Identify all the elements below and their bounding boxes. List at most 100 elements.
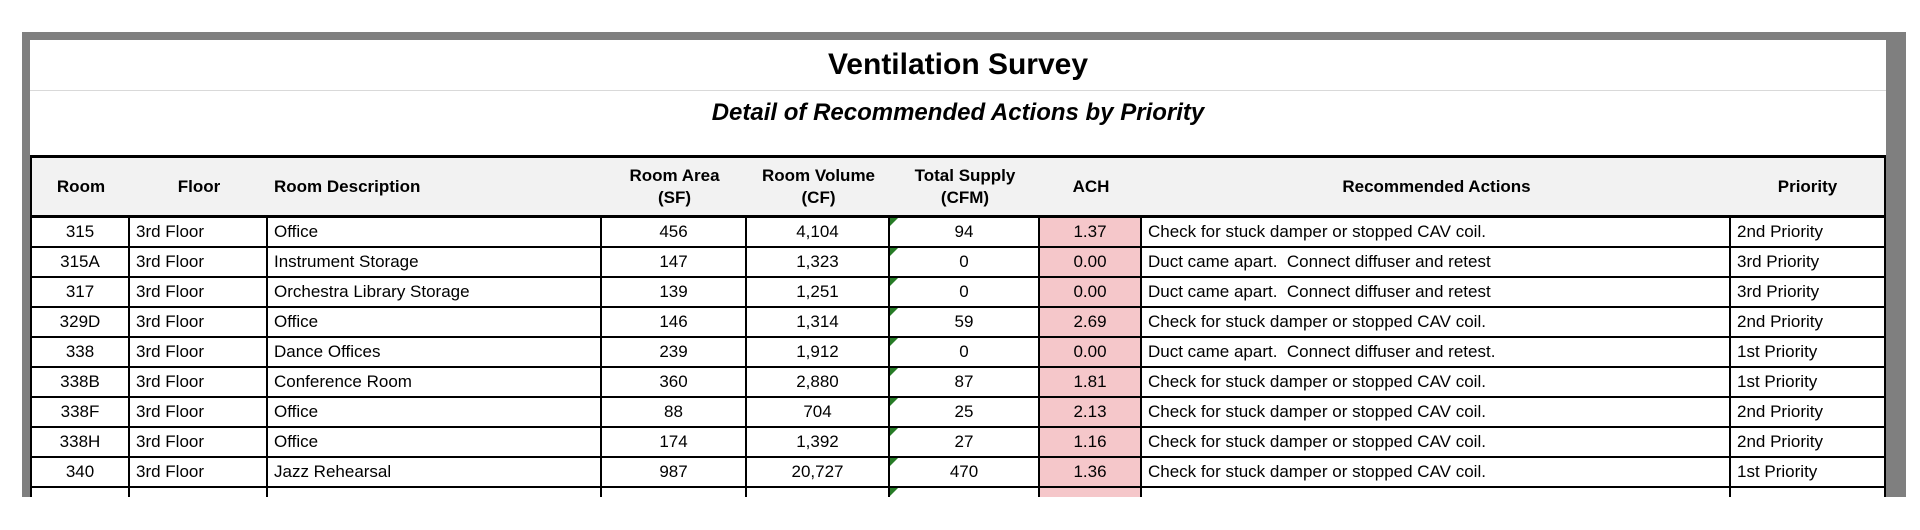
cell-area[interactable]: 174 [602, 428, 747, 456]
cell-description[interactable] [268, 488, 602, 497]
cell-area[interactable]: 147 [602, 248, 747, 276]
cell-room[interactable] [32, 488, 130, 497]
cell-description[interactable]: Conference Room [268, 368, 602, 396]
cell-volume[interactable]: 20,727 [747, 458, 890, 486]
cell-actions[interactable]: Check for stuck damper or stopped CAV co… [1142, 398, 1731, 426]
cell-supply[interactable]: 0 [890, 278, 1040, 306]
cell-ach[interactable]: 1.16 [1040, 428, 1142, 456]
cell-floor[interactable]: 3rd Floor [130, 338, 268, 366]
cell-priority[interactable]: 2nd Priority [1731, 218, 1884, 246]
cell-area[interactable]: 987 [602, 458, 747, 486]
cell-ach[interactable]: 2.69 [1040, 308, 1142, 336]
cell-room[interactable]: 338 [32, 338, 130, 366]
cell-priority[interactable]: 2nd Priority [1731, 398, 1884, 426]
cell-description[interactable]: Office [268, 218, 602, 246]
cell-volume[interactable]: 704 [747, 398, 890, 426]
cell-priority[interactable] [1731, 488, 1884, 497]
cell-supply[interactable]: 27 [890, 428, 1040, 456]
cell-ach[interactable]: 0.00 [1040, 278, 1142, 306]
cell-volume[interactable]: 1,314 [747, 308, 890, 336]
cell-supply[interactable]: 59 [890, 308, 1040, 336]
column-header-volume[interactable]: Room Volume (CF) [747, 158, 890, 215]
cell-description[interactable]: Office [268, 428, 602, 456]
cell-volume[interactable]: 4,104 [747, 218, 890, 246]
cell-actions[interactable]: Check for stuck damper or stopped CAV co… [1142, 428, 1731, 456]
cell-priority[interactable]: 3rd Priority [1731, 278, 1884, 306]
cell-floor[interactable] [130, 488, 268, 497]
cell-supply[interactable]: 0 [890, 338, 1040, 366]
cell-actions[interactable]: Duct came apart. Connect diffuser and re… [1142, 278, 1731, 306]
cell-volume[interactable] [747, 488, 890, 497]
cell-priority[interactable]: 2nd Priority [1731, 428, 1884, 456]
cell-room[interactable]: 315A [32, 248, 130, 276]
cell-ach[interactable]: 2.13 [1040, 398, 1142, 426]
cell-floor[interactable]: 3rd Floor [130, 458, 268, 486]
cell-ach[interactable] [1040, 488, 1142, 497]
cell-floor[interactable]: 3rd Floor [130, 368, 268, 396]
cell-description[interactable]: Jazz Rehearsal [268, 458, 602, 486]
cell-actions[interactable]: Duct came apart. Connect diffuser and re… [1142, 338, 1731, 366]
cell-floor[interactable]: 3rd Floor [130, 248, 268, 276]
error-indicator-icon[interactable] [890, 398, 898, 406]
cell-actions[interactable]: Check for stuck damper or stopped CAV co… [1142, 368, 1731, 396]
cell-supply[interactable]: 25 [890, 398, 1040, 426]
cell-volume[interactable]: 1,251 [747, 278, 890, 306]
cell-description[interactable]: Office [268, 398, 602, 426]
cell-supply[interactable]: 0 [890, 248, 1040, 276]
cell-room[interactable]: 338F [32, 398, 130, 426]
error-indicator-icon[interactable] [890, 248, 898, 256]
cell-ach[interactable]: 1.37 [1040, 218, 1142, 246]
cell-ach[interactable]: 1.36 [1040, 458, 1142, 486]
cell-volume[interactable]: 1,392 [747, 428, 890, 456]
column-header-priority[interactable]: Priority [1731, 158, 1884, 215]
cell-room[interactable]: 315 [32, 218, 130, 246]
cell-area[interactable] [602, 488, 747, 497]
cell-description[interactable]: Dance Offices [268, 338, 602, 366]
column-header-ach[interactable]: ACH [1040, 158, 1142, 215]
cell-priority[interactable]: 1st Priority [1731, 338, 1884, 366]
cell-description[interactable]: Instrument Storage [268, 248, 602, 276]
cell-floor[interactable]: 3rd Floor [130, 398, 268, 426]
cell-supply[interactable] [890, 488, 1040, 497]
error-indicator-icon[interactable] [890, 488, 898, 496]
cell-room[interactable]: 338H [32, 428, 130, 456]
cell-volume[interactable]: 1,323 [747, 248, 890, 276]
cell-priority[interactable]: 1st Priority [1731, 458, 1884, 486]
cell-room[interactable]: 340 [32, 458, 130, 486]
error-indicator-icon[interactable] [890, 368, 898, 376]
cell-area[interactable]: 239 [602, 338, 747, 366]
cell-ach[interactable]: 0.00 [1040, 338, 1142, 366]
column-header-supply[interactable]: Total Supply (CFM) [890, 158, 1040, 215]
cell-ach[interactable]: 1.81 [1040, 368, 1142, 396]
cell-actions[interactable]: Duct came apart. Connect diffuser and re… [1142, 248, 1731, 276]
cell-floor[interactable]: 3rd Floor [130, 428, 268, 456]
error-indicator-icon[interactable] [890, 308, 898, 316]
cell-actions[interactable]: Check for stuck damper or stopped CAV co… [1142, 308, 1731, 336]
cell-volume[interactable]: 1,912 [747, 338, 890, 366]
error-indicator-icon[interactable] [890, 428, 898, 436]
cell-actions[interactable]: Check for stuck damper or stopped CAV co… [1142, 458, 1731, 486]
cell-floor[interactable]: 3rd Floor [130, 278, 268, 306]
error-indicator-icon[interactable] [890, 218, 898, 226]
column-header-floor[interactable]: Floor [130, 158, 268, 215]
cell-volume[interactable]: 2,880 [747, 368, 890, 396]
cell-supply[interactable]: 87 [890, 368, 1040, 396]
cell-priority[interactable]: 2nd Priority [1731, 308, 1884, 336]
cell-priority[interactable]: 1st Priority [1731, 368, 1884, 396]
error-indicator-icon[interactable] [890, 458, 898, 466]
cell-priority[interactable]: 3rd Priority [1731, 248, 1884, 276]
column-header-description[interactable]: Room Description [268, 158, 602, 215]
error-indicator-icon[interactable] [890, 338, 898, 346]
cell-area[interactable]: 456 [602, 218, 747, 246]
cell-actions[interactable] [1142, 488, 1731, 497]
cell-room[interactable]: 317 [32, 278, 130, 306]
column-header-room[interactable]: Room [32, 158, 130, 215]
cell-room[interactable]: 329D [32, 308, 130, 336]
cell-room[interactable]: 338B [32, 368, 130, 396]
cell-area[interactable]: 88 [602, 398, 747, 426]
cell-actions[interactable]: Check for stuck damper or stopped CAV co… [1142, 218, 1731, 246]
cell-floor[interactable]: 3rd Floor [130, 218, 268, 246]
error-indicator-icon[interactable] [890, 278, 898, 286]
cell-description[interactable]: Orchestra Library Storage [268, 278, 602, 306]
cell-description[interactable]: Office [268, 308, 602, 336]
